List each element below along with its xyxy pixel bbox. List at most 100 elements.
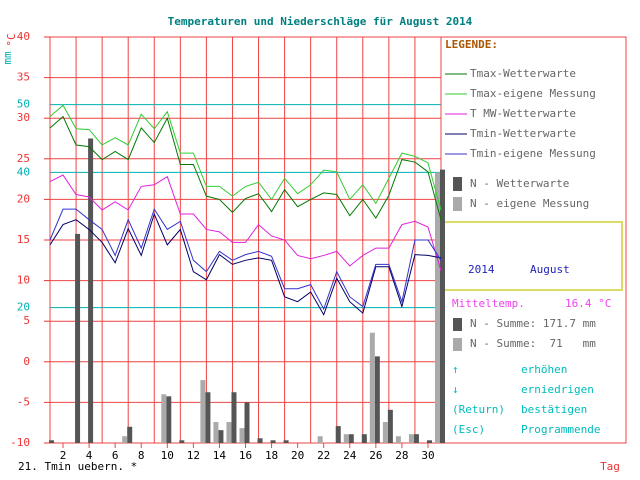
legend-label: Tmin-eigene Messung: [470, 147, 596, 160]
x-axis-label: Tag: [600, 460, 620, 473]
key-action: Programmende: [521, 423, 600, 436]
legend-label: T MW-Wetterwarte: [470, 107, 576, 120]
legend-label: N - eigene Messung: [470, 197, 589, 210]
y-tick-label: 0: [23, 355, 30, 368]
bar: [395, 436, 401, 443]
key-action: bestätigen: [521, 403, 587, 416]
y-tick-label: 40: [17, 30, 30, 43]
sum-swatch: [453, 318, 462, 331]
sum-swatch: [453, 338, 462, 351]
x-tick-label: 24: [343, 449, 357, 462]
bar: [179, 440, 185, 443]
bar: [348, 434, 354, 443]
bar: [200, 380, 206, 443]
y-tick-label: 10: [17, 274, 30, 287]
chart-title: Temperaturen und Niederschläge für Augus…: [168, 15, 473, 28]
bar: [49, 440, 54, 443]
bar: [317, 436, 323, 443]
bar: [231, 392, 237, 443]
legend-label: Tmax-Wetterwarte: [470, 67, 576, 80]
y-tick-label: 30: [17, 111, 30, 124]
bar: [166, 396, 172, 443]
y-tick-label: 25: [17, 152, 30, 165]
bar: [426, 440, 432, 443]
bar: [75, 233, 81, 443]
line: [49, 104, 442, 211]
bar: [382, 422, 388, 443]
line: [49, 115, 442, 220]
bar: [435, 172, 440, 444]
bar: [270, 440, 276, 443]
mean-label: Mitteltemp.: [452, 297, 525, 310]
x-tick-label: 26: [369, 449, 382, 462]
legend-swatch: [453, 197, 462, 211]
bar: [205, 392, 211, 443]
key-action: erhöhen: [521, 363, 567, 376]
y-tick-label: 20: [17, 192, 30, 205]
x-tick-label: 16: [239, 449, 252, 462]
bar: [122, 436, 128, 443]
bar: [413, 434, 419, 443]
month: August: [530, 263, 570, 276]
x-tick-label: 28: [395, 449, 408, 462]
legend-label: Tmin-Wetterwarte: [470, 127, 576, 140]
key-name: (Return): [452, 403, 505, 416]
x-tick-label: 4: [86, 449, 93, 462]
year: 2014: [468, 263, 495, 276]
bar: [283, 440, 289, 443]
bar: [127, 426, 133, 443]
bar: [374, 356, 380, 443]
x-tick-label: 2: [60, 449, 67, 462]
legend-title: LEGENDE:: [445, 38, 498, 51]
key-action: erniedrigen: [521, 383, 594, 396]
mean-value: 16.4 °C: [565, 297, 611, 310]
status-line: 21. Tmin uebern. *: [18, 460, 137, 473]
bar: [408, 434, 414, 443]
bar: [361, 434, 367, 443]
key-name: ↓: [452, 383, 459, 396]
bar: [387, 409, 393, 443]
y2-unit: mm: [1, 51, 14, 65]
y-tick-label: 5: [23, 314, 30, 327]
x-tick-label: 18: [265, 449, 278, 462]
line: [49, 207, 442, 311]
line: [49, 212, 442, 316]
date-box: [443, 221, 623, 291]
x-tick-label: 30: [421, 449, 434, 462]
bar: [343, 434, 349, 443]
sum-w: N - Summe: 171.7 mm: [470, 317, 596, 330]
x-tick-label: 6: [112, 449, 119, 462]
y2-tick-label: 50: [17, 98, 30, 111]
bar: [218, 430, 224, 443]
key-name: (Esc): [452, 423, 485, 436]
legend-label: Tmax-eigene Messung: [470, 87, 596, 100]
bar: [440, 169, 445, 444]
bar: [88, 138, 94, 443]
sum-e: N - Summe: 71 mm: [470, 337, 596, 350]
y-tick-label: -10: [10, 436, 30, 449]
line: [49, 174, 442, 271]
bar: [226, 422, 232, 443]
y-tick-label: 15: [17, 233, 30, 246]
y2-tick-label: 20: [17, 301, 30, 314]
legend-label: N - Wetterwarte: [470, 177, 569, 190]
bar: [244, 402, 250, 443]
y2-tick-label: 40: [17, 165, 30, 178]
x-tick-label: 10: [161, 449, 174, 462]
x-tick-label: 22: [317, 449, 330, 462]
legend-swatch: [453, 177, 462, 191]
bar: [369, 332, 375, 443]
x-tick-label: 8: [138, 449, 145, 462]
x-tick-label: 20: [291, 449, 304, 462]
bar: [239, 428, 245, 443]
bar: [213, 422, 219, 443]
y-tick-label: -5: [17, 395, 30, 408]
bar: [335, 426, 341, 443]
y-tick-label: 35: [17, 71, 30, 84]
key-name: ↑: [452, 363, 459, 376]
x-tick-label: 14: [213, 449, 227, 462]
x-tick-label: 12: [187, 449, 200, 462]
bar: [161, 394, 167, 443]
y-unit: °C: [5, 33, 18, 46]
